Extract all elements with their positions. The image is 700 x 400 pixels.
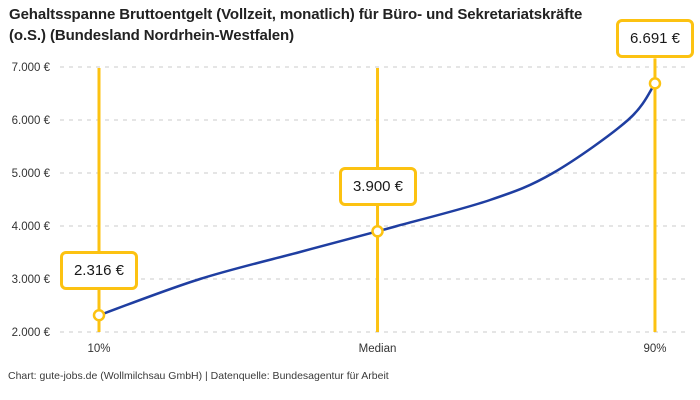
y-axis-tick-label: 4.000 €	[12, 221, 51, 233]
x-axis-tick-label: 10%	[87, 343, 110, 355]
chart-title-line-2: (o.S.) (Bundesland Nordrhein-Westfalen)	[9, 27, 294, 44]
y-axis-tick-label: 7.000 €	[12, 62, 51, 74]
y-axis-tick-label: 2.000 €	[12, 327, 51, 339]
y-axis-tick-label: 3.000 €	[12, 274, 51, 286]
y-axis-tick-label: 6.000 €	[12, 115, 51, 127]
y-axis-tick-label: 5.000 €	[12, 168, 51, 180]
data-point-marker	[92, 309, 106, 322]
x-axis-tick-label: 90%	[643, 343, 666, 355]
data-point-marker	[648, 77, 662, 90]
chart-title-line-1: Gehaltsspanne Bruttoentgelt (Vollzeit, m…	[9, 6, 583, 23]
chart-source-credit: Chart: gute-jobs.de (Wollmilchsau GmbH) …	[8, 370, 389, 382]
x-axis-tick-label: Median	[359, 343, 397, 355]
salary-curve	[97, 82, 657, 317]
data-point-marker	[371, 225, 384, 238]
chart-title: Gehaltsspanne Bruttoentgelt (Vollzeit, m…	[9, 4, 649, 46]
